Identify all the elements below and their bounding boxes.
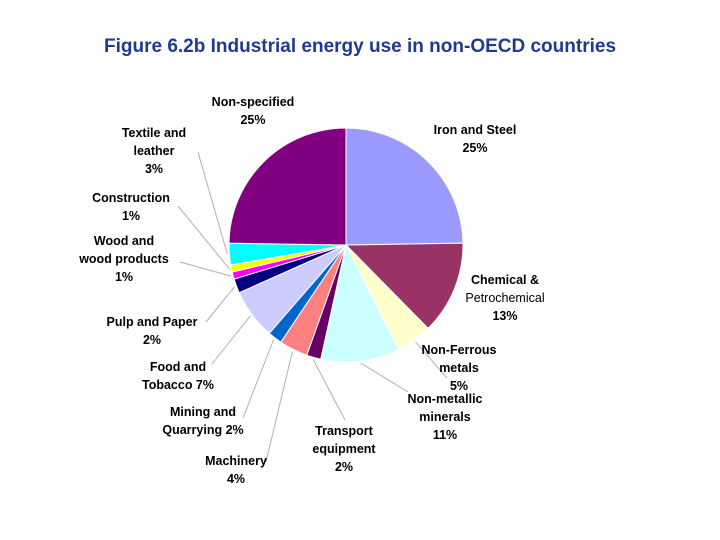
leader-line-pulp-and-paper [205, 286, 235, 323]
leader-line-non-metallic-minerals [360, 362, 409, 393]
slice-label-pulp-and-paper: Pulp and Paper 2% [107, 315, 198, 347]
leader-line-transport-equipment [312, 359, 346, 421]
leader-line-non-ferrous-metals [414, 341, 448, 379]
slice-label-non-metallic-minerals: Non-metallic minerals 11% [407, 392, 482, 442]
slice-label-wood-and-wood-products: Wood and wood products 1% [78, 234, 169, 284]
slice-label-construction: Construction 1% [92, 191, 170, 223]
slice-label-non-specified: Non-specified 25% [212, 95, 295, 127]
leader-line-construction [177, 205, 230, 270]
slice-label-machinery: Machinery 4% [205, 454, 267, 486]
leader-line-machinery [265, 351, 293, 463]
pie-slice-non-specified [228, 127, 347, 246]
slice-label-mining-and-quarrying: Mining and Quarrying 2% [162, 405, 243, 437]
chart-title: Figure 6.2b Industrial energy use in non… [103, 36, 617, 57]
leader-line-wood-and-wood-products [179, 261, 232, 277]
slice-label-food-and-tobacco: Food and Tobacco 7% [142, 360, 214, 392]
leader-line-mining-and-quarrying [242, 339, 275, 419]
pie-slice-non-metallic-minerals [320, 243, 400, 363]
leader-line-textile-and-leather [197, 151, 228, 255]
pie-slice-iron-and-steel [345, 127, 464, 246]
slice-label-chemical-petrochemical: Chemical & Petrochemical 13% [465, 273, 544, 323]
slice-label-transport-equipment: Transport equipment 2% [312, 424, 376, 474]
slice-label-textile-and-leather: Textile and leather 3% [122, 126, 186, 176]
slice-label-non-ferrous-metals: Non-Ferrous metals 5% [422, 343, 497, 393]
pie-slice-chemical-petrochemical [344, 242, 464, 330]
slice-label-iron-and-steel: Iron and Steel 25% [434, 123, 517, 155]
leader-line-food-and-tobacco [211, 315, 251, 365]
